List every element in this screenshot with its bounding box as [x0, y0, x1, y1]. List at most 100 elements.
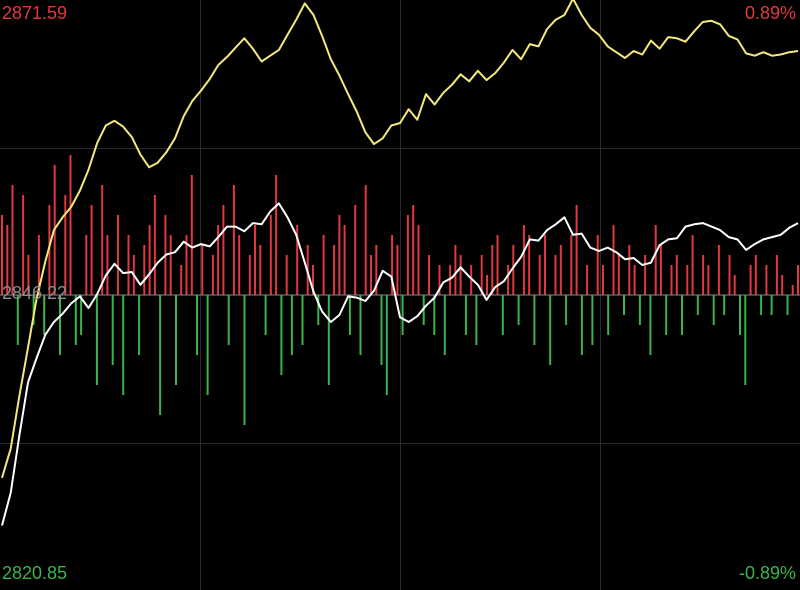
volume-bar [333, 245, 336, 295]
volume-bar [565, 295, 568, 325]
volume-bar [90, 205, 93, 295]
volume-bar [486, 275, 488, 295]
volume-bar [285, 255, 288, 295]
volume-bar [591, 295, 594, 345]
volume-bar [280, 295, 283, 375]
volume-bar [507, 265, 510, 295]
volume-bar [749, 265, 752, 295]
volume-bar [438, 265, 441, 295]
volume-bar [59, 295, 61, 355]
volume-bar [248, 255, 251, 295]
volume-bar [148, 225, 151, 295]
volume-bar [649, 295, 652, 355]
volume-bar [760, 295, 763, 315]
volume-bar [143, 245, 146, 295]
volume-bar [665, 295, 668, 335]
volume-bar [275, 175, 278, 295]
volume-bar [43, 295, 46, 335]
volume-bar [475, 295, 478, 345]
volume-bar [322, 235, 325, 295]
volume-bar [227, 295, 230, 345]
volume-bar [153, 195, 156, 295]
volume-bar [217, 225, 220, 295]
volume-bar [385, 295, 388, 395]
volume-bar [27, 255, 30, 295]
volume-bar [6, 225, 9, 295]
volume-bar [180, 265, 183, 295]
pct-high-label: 0.89% [744, 3, 796, 23]
volume-bar [596, 235, 599, 295]
volume-bar [538, 255, 541, 295]
volume-bar [269, 215, 272, 295]
volume-bar [623, 295, 625, 315]
volume-bar [464, 295, 467, 335]
volume-bar [412, 205, 415, 295]
volume-bar [127, 235, 130, 295]
volume-bar [95, 295, 98, 385]
volume-bar [712, 295, 715, 325]
volume-bar [723, 295, 726, 315]
volume-bar [396, 245, 399, 295]
volume-bar [533, 295, 536, 345]
volume-bar [633, 265, 636, 295]
volume-bar [702, 255, 705, 295]
volume-bar [354, 205, 357, 295]
volume-bar [259, 245, 262, 295]
volume-bar [401, 295, 404, 335]
volume-bar [190, 175, 193, 295]
volume-bar [196, 295, 198, 355]
volume-bar [370, 255, 372, 295]
volume-bar [74, 295, 77, 345]
volume-bar [327, 295, 330, 385]
volume-bar [301, 295, 304, 345]
volume-bar [480, 255, 483, 295]
volume-bar [175, 295, 177, 385]
volume-bar [122, 295, 125, 395]
volume-bar [775, 255, 778, 295]
volume-bar [681, 295, 683, 335]
volume-bar [554, 255, 557, 295]
volume-bar [580, 295, 583, 355]
volume-bar [364, 185, 367, 295]
volume-bar [522, 225, 525, 295]
volume-bar [559, 245, 562, 295]
volume-bar [222, 205, 225, 295]
volume-bar [644, 255, 647, 295]
volume-bar [617, 255, 620, 295]
volume-bar [744, 295, 747, 385]
volume-bar [528, 235, 531, 295]
volume-bar [138, 295, 141, 355]
price-high-label: 2871.59 [2, 3, 68, 23]
volume-bar [359, 295, 362, 355]
volume-bar [612, 225, 615, 295]
volume-bar [37, 235, 40, 295]
volume-bar [707, 265, 710, 295]
volume-bar [69, 155, 72, 295]
volume-bar [80, 295, 83, 335]
volume-bar [206, 295, 209, 395]
yellow-price-line [1, 0, 799, 479]
volume-bar [201, 245, 204, 295]
volume-bar [586, 265, 589, 295]
volume-bar [501, 295, 504, 335]
volume-bar [739, 295, 741, 335]
price-low-label: 2820.85 [2, 563, 68, 583]
volume-bar [380, 295, 383, 365]
volume-bar [101, 185, 104, 295]
volume-bar [549, 295, 552, 365]
volume-bar [675, 255, 678, 295]
volume-bar [428, 255, 430, 295]
volume-bar [343, 225, 346, 295]
volume-bar [470, 265, 473, 295]
volume-bar [781, 275, 784, 295]
volume-bar [375, 245, 378, 295]
volume-bar [717, 245, 720, 295]
volume-bar [443, 295, 446, 355]
volume-bar [391, 235, 394, 295]
volume-bar [491, 245, 494, 295]
volume-bar [433, 295, 436, 335]
volume-bar [185, 235, 188, 295]
volume-bar [786, 295, 789, 315]
volume-bar [797, 265, 799, 295]
